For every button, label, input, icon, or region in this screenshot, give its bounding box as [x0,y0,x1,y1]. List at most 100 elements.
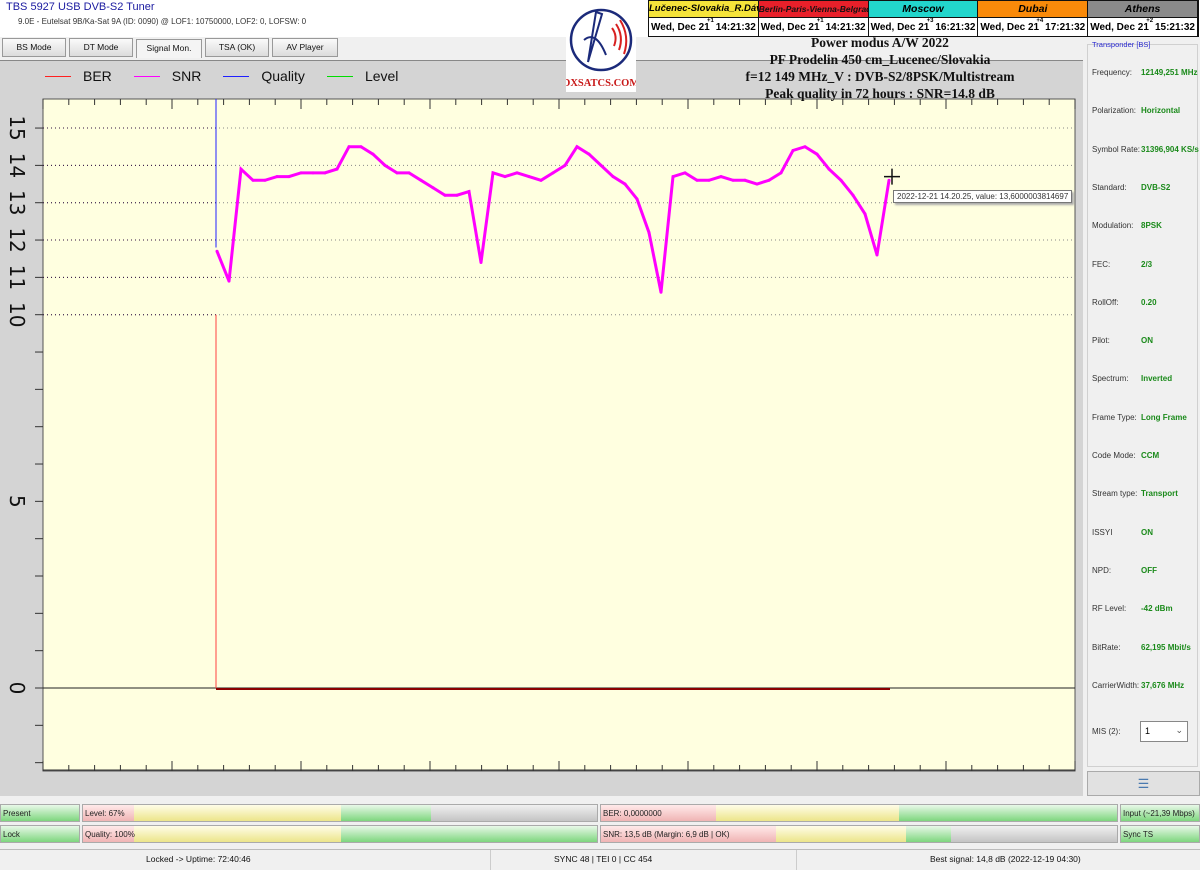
snr-point [479,260,483,264]
snr-point [239,167,243,171]
snr-point [887,178,891,182]
y-tick-label: 14 [5,153,29,178]
mis-label: MIS (2): [1092,727,1121,736]
snr-point [587,152,591,156]
legend-quality: Quality [223,68,305,84]
clock-value: 16:21:32 [935,22,976,33]
snr-point [227,279,231,283]
snr-point [647,231,651,235]
quality-bar: Quality: 100% [82,825,598,843]
status-bar: Locked -> Uptime: 72:40:46 SYNC 48 | TEI… [0,849,1200,870]
legend-snr: SNR [133,68,201,84]
clock-time: Wed, Dec 21 +1 14:21:32 [649,18,759,37]
clock-value: 15:21:32 [1154,22,1195,33]
transponder-label: Standard: [1092,182,1127,192]
dxsatcs-logo: DXSATCS.COM [566,0,636,92]
snr-point [287,175,291,179]
list-button[interactable]: ☰ [1087,771,1200,796]
level-bar: Level: 67% [82,804,598,822]
tab-tsa[interactable]: TSA (OK) [205,38,269,57]
clock-offset: +1 [816,18,824,24]
legend-label: Level [364,68,399,84]
transponder-label: Polarization: [1092,106,1137,116]
overlay-titles: Power modus A/W 2022 PF Prodelin 450 cm_… [700,34,1060,102]
plot-area [42,98,1076,772]
snr-point [623,182,627,186]
snr-bar: SNR: 13,5 dB (Margin: 6,9 dB | OK) [600,825,1118,843]
transponder-value: OFF [1141,565,1157,575]
clock-time: Wed, Dec 21 +3 16:21:32 [869,18,979,37]
snr-point [347,145,351,149]
snr-point [803,145,807,149]
tab-dt-mode[interactable]: DT Mode [69,38,133,57]
satellite-info: 9.0E - Eutelsat 9B/Ka-Sat 9A (ID: 0090) … [18,17,307,26]
legend-level: Level [326,68,399,84]
uptime-status: Locked -> Uptime: 72:40:46 [146,854,251,864]
clock-date: Wed, Dec 21 [651,22,710,33]
transponder-label: Modulation: [1092,221,1134,231]
snr-point [335,167,339,171]
list-icon: ☰ [1137,776,1150,791]
snr-point [431,186,435,190]
clock-value: 14:21:32 [825,22,866,33]
crosshair-cursor [884,168,900,185]
snr-point [323,171,327,175]
snr-point [731,178,735,182]
snr-point [371,152,375,156]
snr-point [767,178,771,182]
snr-point [527,175,531,179]
clock-date: Wed, Dec 21 [760,22,820,33]
snr-point [395,171,399,175]
y-tick-label: 0 [5,682,29,695]
y-tick-label: 11 [5,265,29,290]
snr-point [299,171,303,175]
transponder-label: BitRate: [1092,642,1121,652]
transponder-value: 2/3 [1141,259,1153,269]
transponder-value: 0.20 [1141,297,1157,307]
transponder-label: CarrierWidth: [1092,680,1140,690]
transponder-value: DVB-S2 [1141,182,1171,192]
mis-select[interactable]: 1 ⌄ [1140,721,1188,742]
snr-point [503,175,507,179]
transponder-label: FEC: [1092,259,1111,269]
transponder-value: Horizontal [1141,106,1181,116]
clock-city: Moscow [868,1,979,18]
snr-point [359,145,363,149]
clock-date: Wed, Dec 21 [870,22,930,33]
snr-point [311,171,315,175]
signal-chart[interactable]: 0 5 10 11 12 13 14 15 [0,60,1083,796]
transponder-label: Frequency: [1092,68,1133,77]
transponder-title: Transponder [BS] [1092,40,1151,49]
app-title: TBS 5927 USB DVB-S2 Tuner [6,1,155,13]
mis-value: 1 [1145,726,1151,736]
transponder-label: Symbol Rate: [1092,144,1141,154]
snr-point [683,171,687,175]
clock-date: Wed, Dec 21 [1090,22,1149,33]
y-tick-label: 10 [5,302,29,327]
clock-time: Wed, Dec 21 +1 14:21:32 [759,18,869,37]
snr-point [563,163,567,167]
snr-point [707,178,711,182]
snr-point [755,182,759,186]
tab-signal-mon[interactable]: Signal Mon. [136,39,202,58]
lock-indicator: Lock [0,825,80,843]
clock-city: Lučenec-Slovakia_R.Dávid [649,1,759,18]
snr-point [863,212,867,216]
snr-point [491,171,495,175]
tab-av-player[interactable]: AV Player [272,38,338,57]
sync-status: SYNC 48 | TEI 0 | CC 454 [554,854,653,864]
tab-bs-mode[interactable]: BS Mode [2,38,66,57]
snr-point [575,145,579,149]
snr-point [851,193,855,197]
clock-date: Wed, Dec 21 [980,22,1040,33]
ber-bar: BER: 0,0000000 [600,804,1118,822]
clock-city: Berlin-Paris-Vienna-Belgrade [758,1,869,18]
transponder-value: 12149,251 MHz [1141,68,1198,77]
sync-indicator: Sync TS [1120,825,1200,843]
snr-point [671,175,675,179]
transponder-value: 62,195 Mbit/s [1141,642,1191,652]
snr-point [383,163,387,167]
title-line: PF Prodelin 450 cm_Lucenec/Slovakia [769,52,991,67]
y-tick-label: 15 [5,115,29,140]
svg-text:DXSATCS.COM: DXSATCS.COM [566,78,636,89]
